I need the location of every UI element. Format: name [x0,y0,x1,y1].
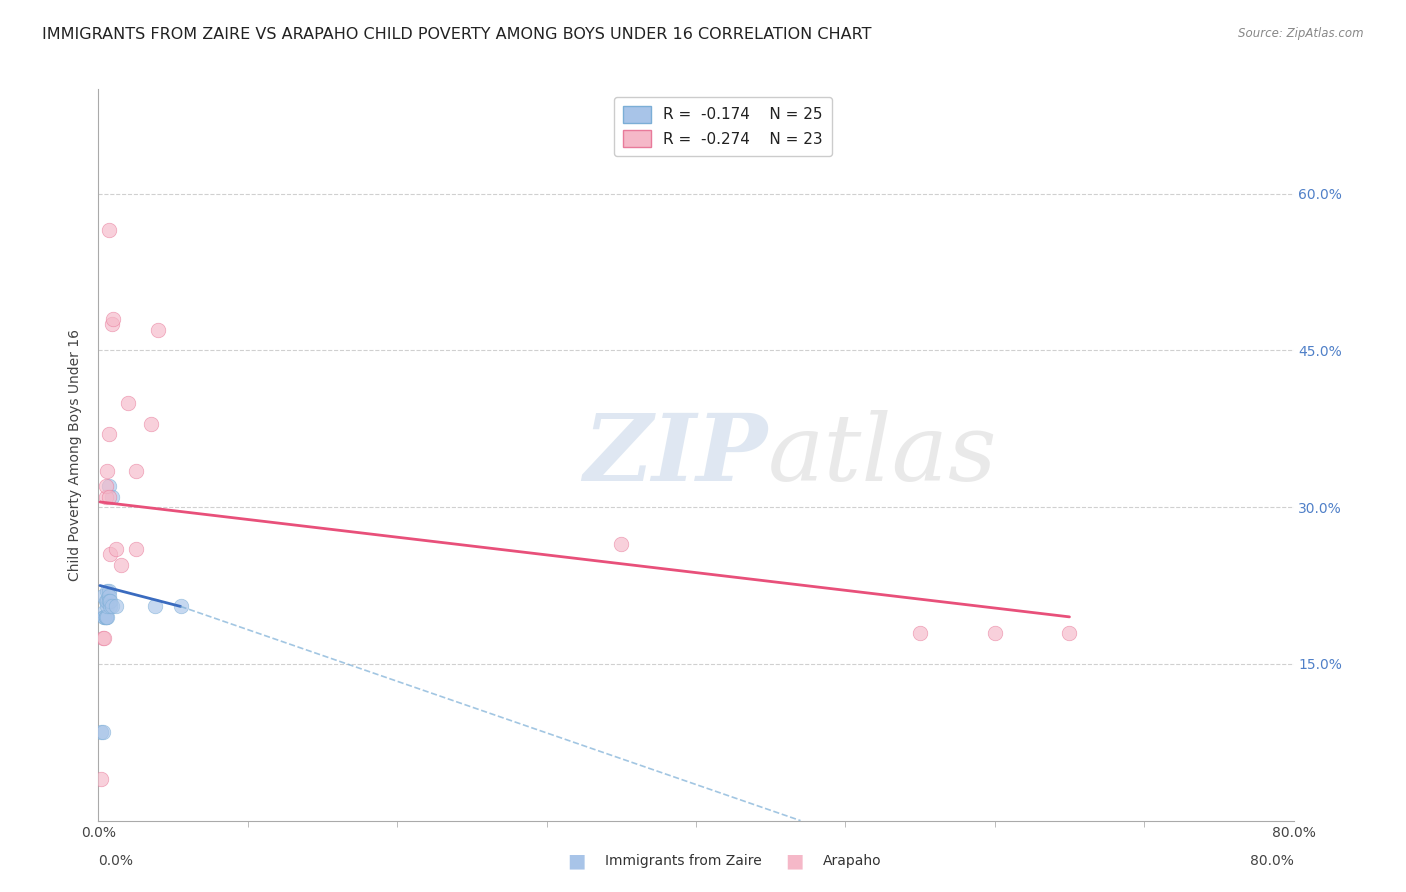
Point [91,631,114,645]
Point [93,605,115,619]
Point [96,599,118,614]
Point [94,610,117,624]
Point [97,479,120,493]
Text: 0.0%: 0.0% [98,854,134,868]
Point [100,599,122,614]
Text: Arapaho: Arapaho [823,854,882,868]
Point [90,724,112,739]
Point [105,599,128,614]
Text: Source: ZipAtlas.com: Source: ZipAtlas.com [1239,27,1364,40]
Y-axis label: Child Poverty Among Boys Under 16: Child Poverty Among Boys Under 16 [69,329,83,581]
Text: Immigrants from Zaire: Immigrants from Zaire [605,854,761,868]
Point [117,395,139,409]
Point [94,479,117,493]
Point [97,583,120,598]
Point [101,318,124,332]
Legend: R =  -0.174    N = 25, R =  -0.274    N = 23: R = -0.174 N = 25, R = -0.274 N = 23 [614,97,832,156]
Point [101,599,124,614]
Point [97,223,120,237]
Point [93,631,115,645]
Point [125,541,148,556]
Point [94,594,117,608]
Point [105,541,128,556]
Point [100,547,122,561]
Text: ■: ■ [567,851,586,871]
Point [143,599,166,614]
Point [97,594,120,608]
Point [94,490,117,504]
Point [169,599,191,614]
Text: atlas: atlas [768,410,997,500]
Point [93,610,115,624]
Point [96,464,118,478]
Text: ZIP: ZIP [583,410,768,500]
Point [94,610,117,624]
Point [91,724,114,739]
Point [110,558,132,572]
Point [93,610,115,624]
Point [94,610,117,624]
Text: 80.0%: 80.0% [1250,854,1294,868]
Point [91,589,114,603]
Point [96,583,118,598]
Point [97,427,120,442]
Point [610,537,633,551]
Point [96,594,118,608]
Point [101,490,124,504]
Point [908,625,931,640]
Point [90,772,112,786]
Point [97,589,120,603]
Point [125,464,148,478]
Point [100,594,122,608]
Point [103,312,125,326]
Point [97,490,120,504]
Point [1059,625,1081,640]
Text: ■: ■ [785,851,804,871]
Text: IMMIGRANTS FROM ZAIRE VS ARAPAHO CHILD POVERTY AMONG BOYS UNDER 16 CORRELATION C: IMMIGRANTS FROM ZAIRE VS ARAPAHO CHILD P… [42,27,872,42]
Point [984,625,1007,640]
Point [148,322,170,336]
Point [139,417,162,431]
Point [96,610,118,624]
